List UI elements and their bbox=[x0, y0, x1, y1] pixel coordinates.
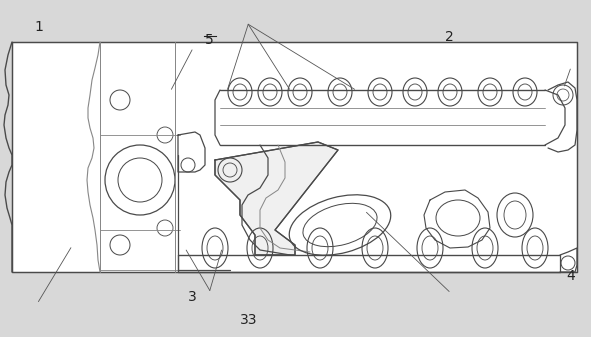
Polygon shape bbox=[215, 142, 338, 255]
Bar bbox=[12, 42, 577, 272]
Polygon shape bbox=[178, 132, 205, 172]
